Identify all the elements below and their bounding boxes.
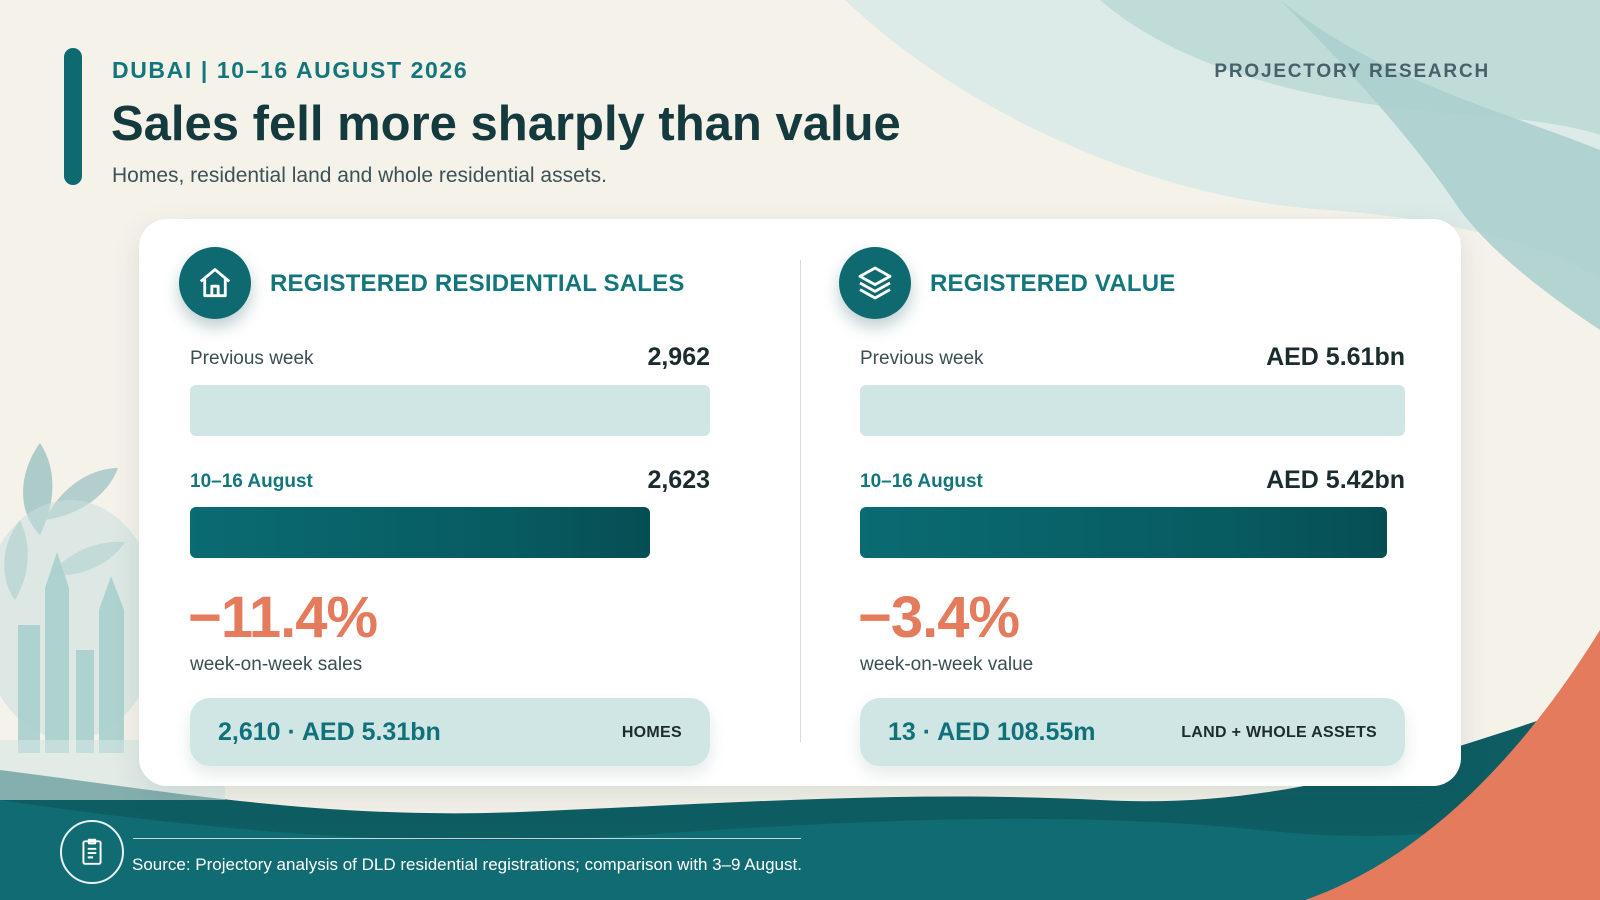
sales-current-value: 2,623 xyxy=(647,466,710,494)
building-3 xyxy=(76,650,94,753)
right-wave-band xyxy=(1280,0,1600,330)
value-panel-title: REGISTERED VALUE xyxy=(930,270,1176,297)
value-current-track xyxy=(860,507,1405,558)
homes-breakdown-value: 2,610 · AED 5.31bn xyxy=(218,718,441,746)
document-icon xyxy=(60,820,124,884)
sales-panel-title: REGISTERED RESIDENTIAL SALES xyxy=(270,270,685,297)
value-prev-value: AED 5.61bn xyxy=(1266,343,1405,371)
building-4 xyxy=(99,576,124,753)
sales-prev-track xyxy=(190,385,710,436)
value-prev-bar xyxy=(860,385,1405,436)
land-breakdown-pill: 13 · AED 108.55m LAND + WHOLE ASSETS xyxy=(860,698,1405,766)
coral-corner xyxy=(1305,630,1600,900)
sales-change-percent: −11.4% xyxy=(188,585,378,650)
value-prev-track xyxy=(860,385,1405,436)
page-title: Sales fell more sharply than value xyxy=(111,97,901,151)
sales-prev-value: 2,962 xyxy=(647,343,710,371)
sales-prev-label: Previous week xyxy=(190,348,314,369)
panel-divider xyxy=(800,260,801,742)
value-change-caption: week-on-week value xyxy=(860,654,1034,675)
building-1 xyxy=(18,625,40,753)
footer-rule xyxy=(133,838,801,839)
value-prev-label: Previous week xyxy=(860,348,984,369)
land-breakdown-value: 13 · AED 108.55m xyxy=(888,718,1096,746)
building-2 xyxy=(45,552,69,753)
location-date-kicker: DUBAI | 10–16 AUGUST 2026 xyxy=(112,57,469,83)
brand-name: PROJECTORY RESEARCH xyxy=(1214,61,1490,82)
homes-breakdown-pill: 2,610 · AED 5.31bn HOMES xyxy=(190,698,710,766)
page-subtitle: Homes, residential land and whole reside… xyxy=(112,164,607,187)
value-change-percent: −3.4% xyxy=(858,585,1020,650)
source-note: Source: Projectory analysis of DLD resid… xyxy=(132,855,802,874)
house-icon xyxy=(179,247,251,319)
bottom-wave-mid xyxy=(0,800,1600,900)
layers-icon xyxy=(839,247,911,319)
sales-change-caption: week-on-week sales xyxy=(190,654,363,675)
land-breakdown-tag: LAND + WHOLE ASSETS xyxy=(1181,724,1377,741)
sales-current-bar xyxy=(190,507,651,558)
value-current-label: 10–16 August xyxy=(860,471,983,492)
sales-current-label: 10–16 August xyxy=(190,471,313,492)
title-accent-bar xyxy=(64,48,82,185)
value-current-value: AED 5.42bn xyxy=(1266,466,1405,494)
homes-breakdown-tag: HOMES xyxy=(621,724,682,741)
value-current-bar xyxy=(860,507,1387,558)
sales-current-track xyxy=(190,507,710,558)
sales-prev-bar xyxy=(190,385,710,436)
